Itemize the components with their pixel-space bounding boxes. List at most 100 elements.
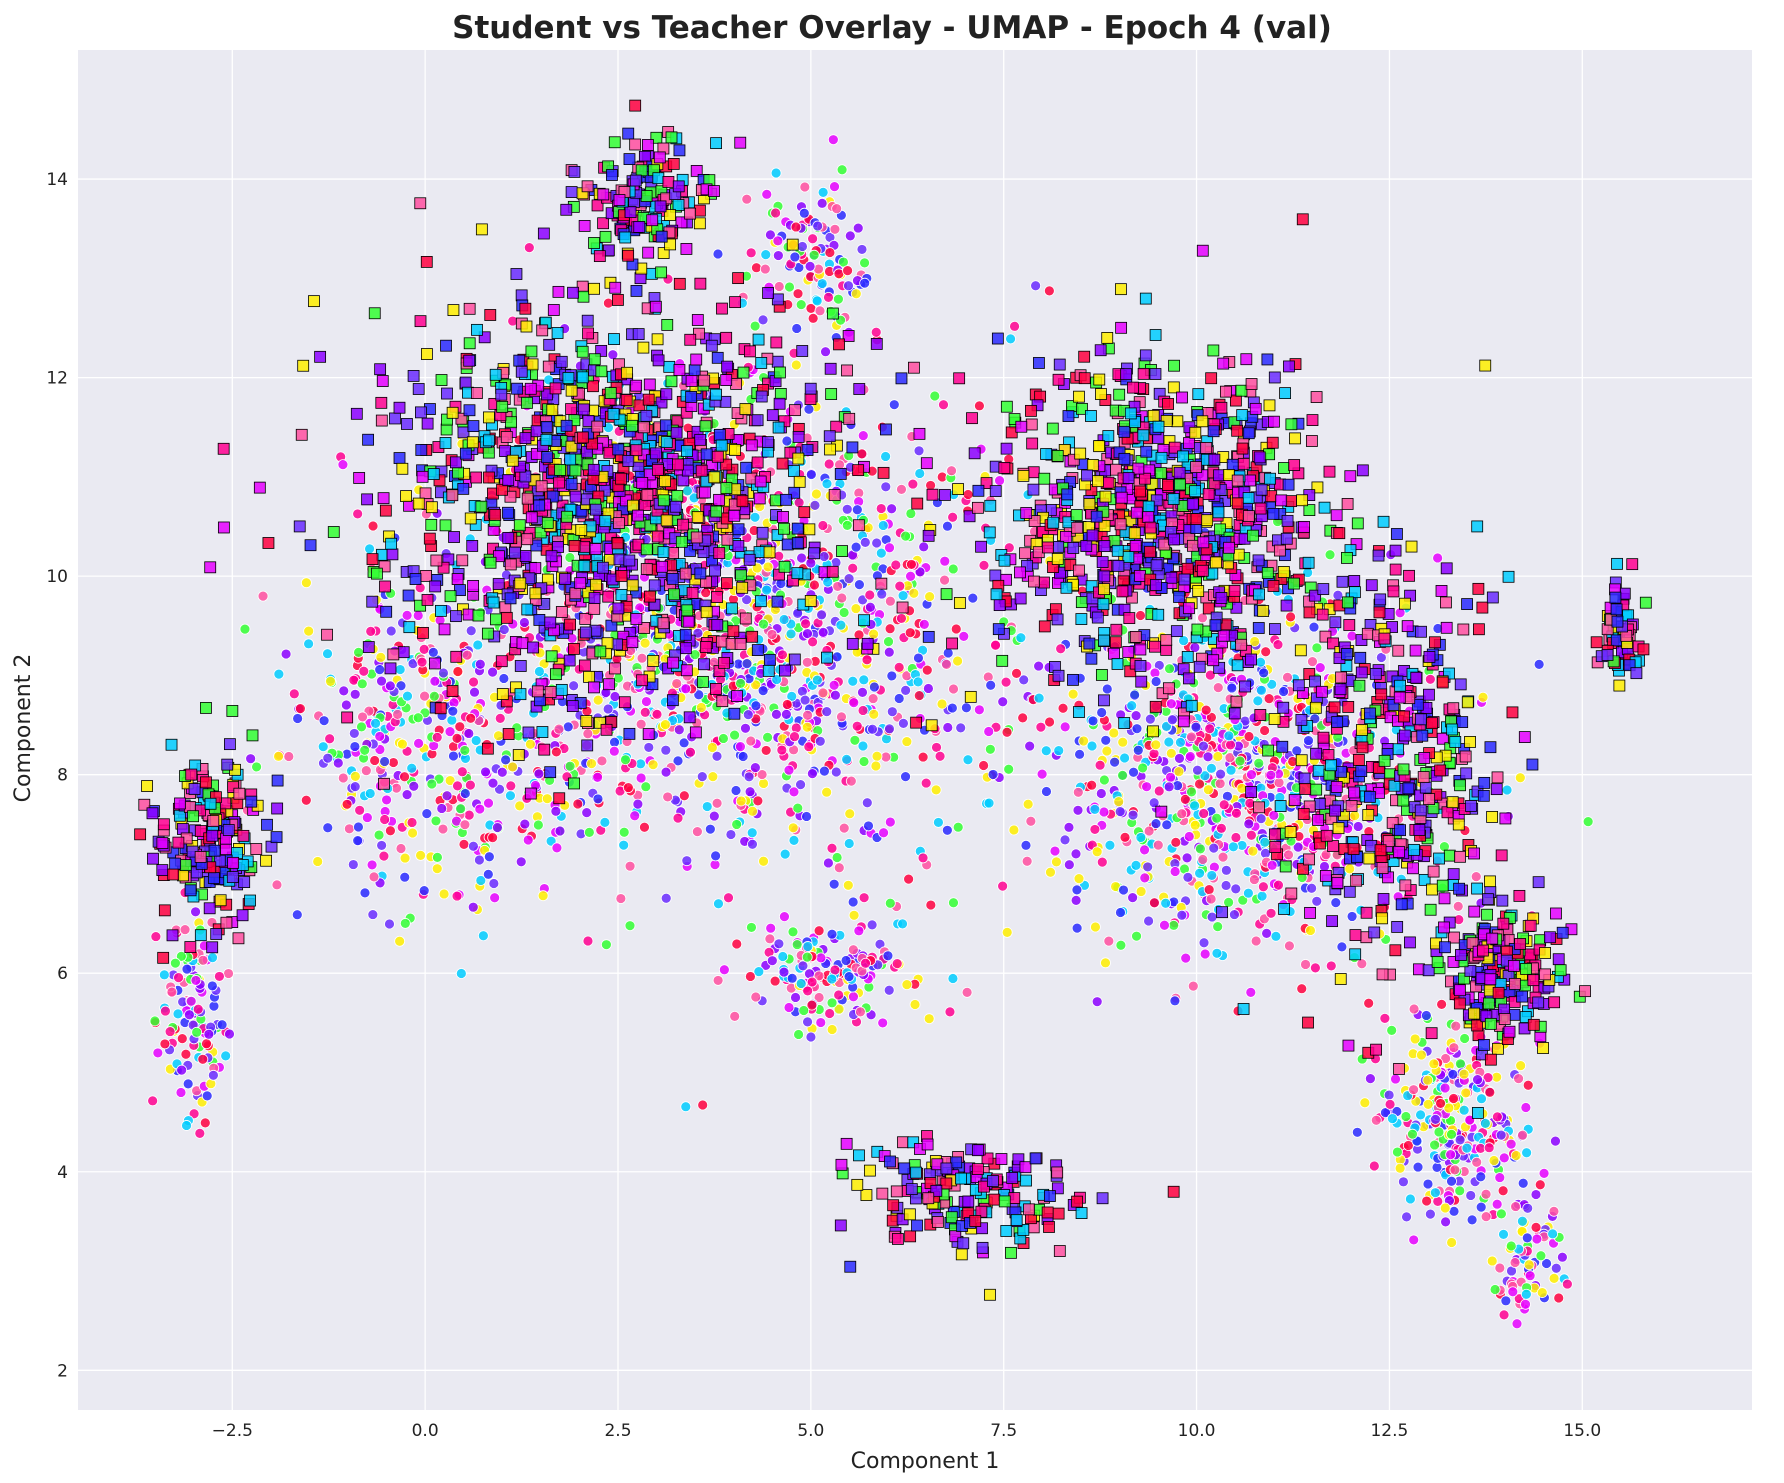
student-point (1472, 1074, 1483, 1085)
teacher-point (467, 580, 480, 592)
student-point (632, 798, 644, 810)
student-point (505, 790, 516, 802)
student-point (392, 708, 403, 720)
teacher-point (736, 495, 749, 508)
teacher-point (1351, 517, 1364, 530)
student-point (913, 690, 925, 702)
student-point (1044, 716, 1055, 728)
student-point (955, 722, 967, 734)
student-point (273, 750, 284, 762)
student-point (908, 587, 920, 599)
teacher-point (910, 716, 923, 729)
teacher-point (387, 648, 400, 661)
teacher-point (622, 455, 635, 467)
student-point (1135, 610, 1146, 621)
student-point (1314, 662, 1326, 674)
student-point (784, 281, 795, 293)
student-point (399, 771, 410, 783)
teacher-point (547, 304, 560, 316)
teacher-point (640, 543, 653, 556)
student-point (880, 481, 892, 493)
teacher-point (504, 592, 517, 605)
student-point (1447, 1068, 1459, 1080)
student-point (847, 944, 859, 956)
student-point (847, 562, 859, 574)
student-point (532, 819, 544, 831)
student-point (781, 699, 793, 710)
student-point (1015, 632, 1027, 644)
teacher-point (568, 642, 580, 655)
student-point (183, 1009, 195, 1021)
student-point (853, 629, 865, 641)
student-point (718, 733, 729, 744)
teacher-point (716, 695, 729, 708)
student-point (844, 230, 856, 242)
teacher-point (427, 468, 440, 480)
student-point (602, 297, 614, 309)
student-point (868, 681, 880, 693)
student-point (799, 181, 811, 193)
teacher-point (531, 685, 544, 698)
teacher-point (711, 450, 724, 463)
student-point (459, 819, 471, 831)
teacher-point (421, 348, 433, 360)
teacher-point (560, 419, 573, 432)
student-point (662, 791, 674, 803)
student-point (1051, 856, 1062, 868)
student-point (758, 618, 769, 630)
student-point (1072, 786, 1084, 798)
teacher-point (590, 578, 602, 591)
student-point (354, 804, 366, 816)
teacher-point (502, 506, 514, 519)
teacher-point (608, 333, 620, 345)
teacher-point (457, 482, 470, 495)
teacher-point (544, 766, 557, 779)
teacher-point (295, 428, 308, 441)
teacher-point (770, 336, 783, 349)
student-point (1245, 829, 1257, 841)
student-point (864, 601, 876, 613)
student-point (1169, 866, 1181, 877)
student-point (1131, 723, 1143, 735)
student-point (829, 223, 841, 235)
student-point (376, 675, 387, 687)
teacher-point (414, 315, 427, 328)
teacher-point (688, 364, 701, 377)
teacher-point (1110, 623, 1123, 636)
student-point (641, 696, 652, 707)
student-point (1501, 784, 1513, 796)
student-point (620, 754, 631, 766)
student-point (812, 220, 824, 232)
teacher-point (574, 577, 587, 590)
student-point (1306, 882, 1318, 894)
student-point (300, 577, 312, 589)
teacher-point (513, 354, 526, 367)
student-point (1324, 549, 1336, 561)
student-point (1260, 646, 1272, 658)
teacher-point (870, 338, 883, 350)
student-point (793, 1029, 804, 1040)
teacher-point (700, 448, 713, 461)
teacher-point (496, 400, 509, 413)
teacher-point (459, 447, 472, 460)
student-point (358, 665, 370, 677)
student-point (1454, 1134, 1466, 1146)
teacher-point (529, 562, 542, 575)
student-point (1033, 660, 1045, 672)
student-point (181, 1120, 192, 1131)
teacher-point (386, 548, 399, 561)
student-point (841, 503, 853, 515)
teacher-point (667, 656, 680, 669)
teacher-point (550, 668, 562, 681)
teacher-point (559, 573, 571, 585)
student-point (769, 975, 781, 987)
student-point (197, 1053, 209, 1065)
teacher-point (475, 500, 488, 513)
teacher-point (505, 416, 517, 429)
student-point (1325, 960, 1337, 972)
student-point (1053, 745, 1065, 757)
teacher-point (434, 702, 447, 715)
teacher-point (590, 503, 602, 516)
student-point (941, 658, 952, 670)
